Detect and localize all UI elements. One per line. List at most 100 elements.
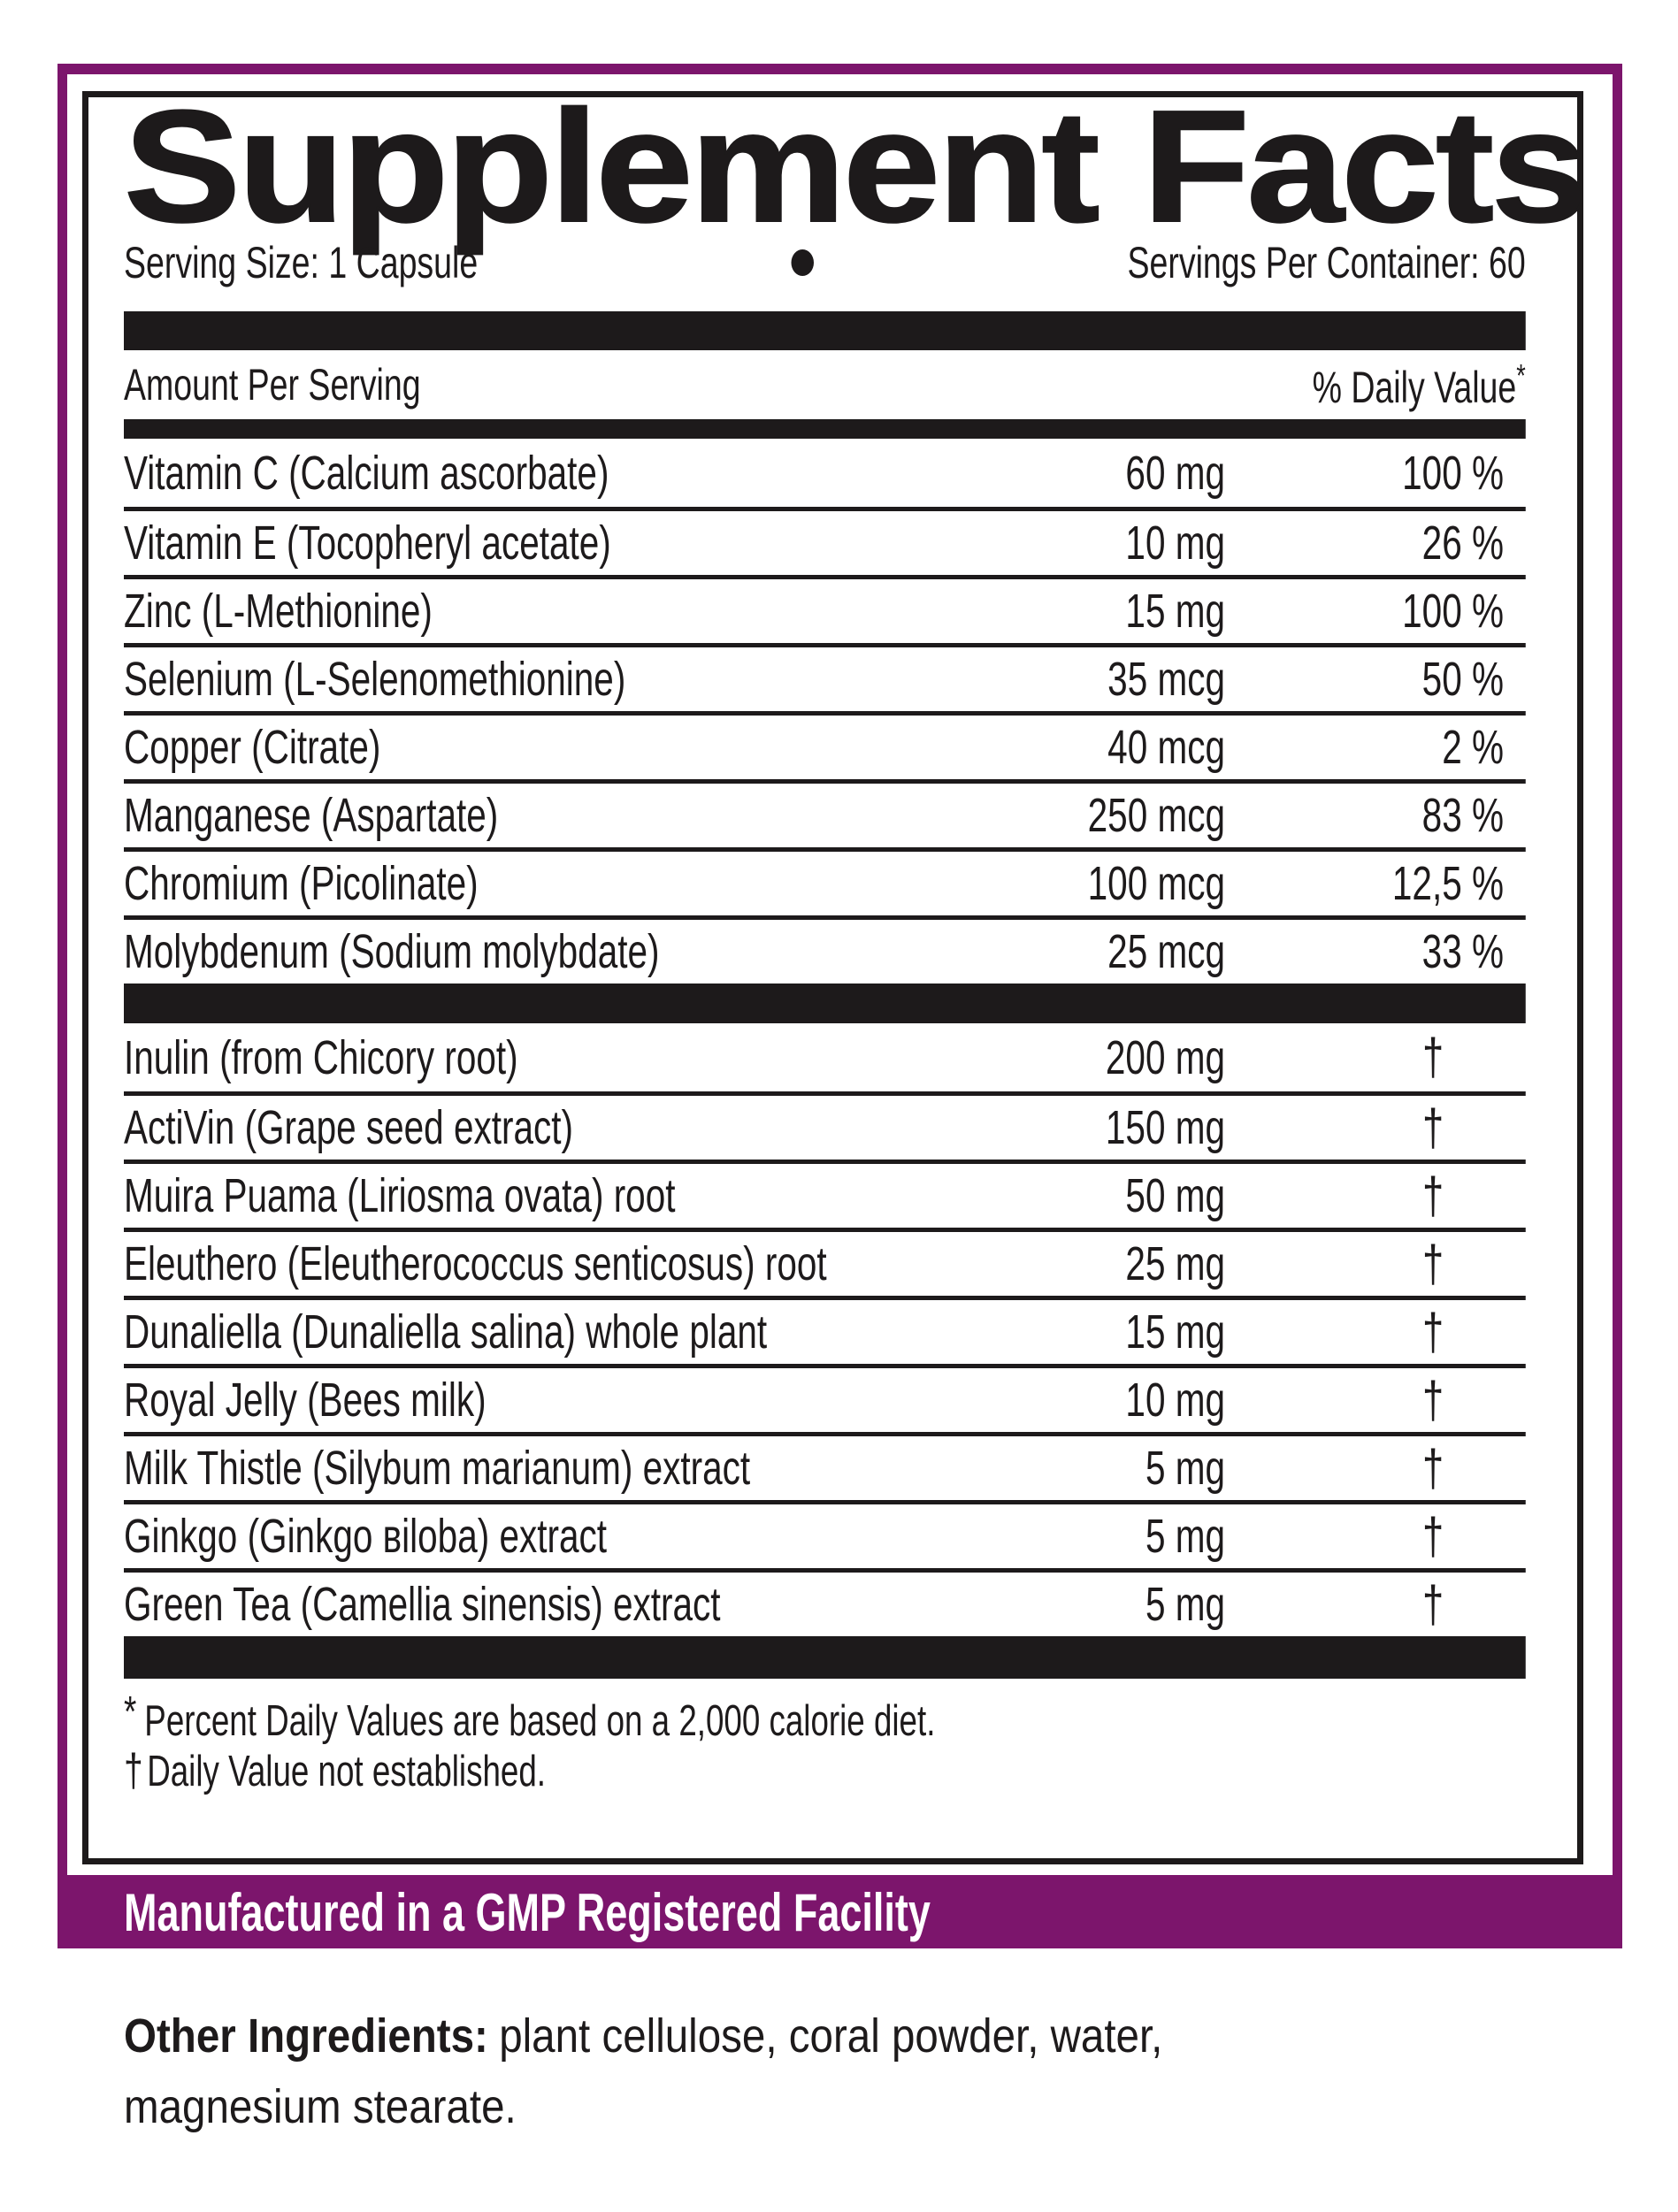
ingredient-daily-value: 33 % (1421, 925, 1504, 978)
ingredient-row: Vitamin C (Calcium ascorbate) 60 mg 100 % (124, 439, 1526, 507)
ingredient-row: Manganese (Aspartate) 250 mcg 83 % (124, 779, 1526, 847)
ingredient-name: Copper (Citrate) (124, 721, 381, 774)
ingredient-name: Milk Thistle (Silybum marianum) extract (124, 1442, 751, 1495)
ingredient-row: Royal Jelly (Bees milk) 10 mg † (124, 1364, 1526, 1432)
ingredient-row: Selenium (L-Selenomethionine) 35 mcg 50 % (124, 643, 1526, 711)
ingredient-name: ActiVin (Grape seed extract) (124, 1101, 573, 1154)
ingredient-daily-value: 83 % (1421, 789, 1504, 842)
facts-content: Supplement Facts Serving Size: 1 Capsule… (123, 87, 1590, 1796)
section-divider-rule (124, 984, 1526, 1023)
other-ingredients: Other Ingredients: plant cellulose, coral… (124, 2001, 1678, 2142)
ingredient-daily-value: 50 % (1421, 653, 1504, 706)
ingredient-amount: 35 mcg (1107, 653, 1225, 706)
ingredient-amount: 40 mcg (1107, 721, 1225, 774)
footnote-daily-values: * Percent Daily Values are based on a 2,0… (124, 1688, 936, 1745)
ingredient-amount: 15 mg (1125, 585, 1225, 638)
frame-border-top (57, 64, 1622, 74)
ingredient-name: Royal Jelly (Bees milk) (124, 1374, 487, 1427)
ingredient-row: Vitamin E (Tocopheryl acetate) 10 mg 26 % (124, 507, 1526, 575)
daily-value-asterisk: * (1516, 356, 1526, 394)
ingredient-daily-value: 26 % (1421, 517, 1504, 570)
footnotes: * Percent Daily Values are based on a 2,0… (124, 1679, 1526, 1796)
ingredient-row: Copper (Citrate) 40 mcg 2 % (124, 711, 1526, 779)
ingredient-name: Dunaliella (Dunaliella salina) whole pla… (124, 1305, 768, 1359)
ingredient-row: ActiVin (Grape seed extract) 150 mg † (124, 1091, 1526, 1160)
thick-rule-bottom (124, 1636, 1526, 1679)
ingredient-name: Muira Puama (Liriosma ovata) root (124, 1169, 676, 1222)
ingredient-amount: 100 mcg (1087, 857, 1225, 910)
ingredient-amount: 5 mg (1145, 1442, 1225, 1495)
ingredient-name: Vitamin E (Tocopheryl acetate) (124, 517, 611, 570)
gmp-banner-text: Manufactured in a GMP Registered Facilit… (124, 1883, 931, 1942)
ingredient-amount: 200 mg (1105, 1030, 1225, 1084)
ingredient-name: Selenium (L-Selenomethionine) (124, 653, 626, 706)
ingredient-name: Ginkgo (Ginkgo вiloba) extract (124, 1510, 607, 1563)
ingredient-amount: 250 mcg (1087, 789, 1225, 842)
ingredient-amount: 10 mg (1125, 1374, 1225, 1427)
ingredient-daily-value: † (1422, 1235, 1444, 1293)
ingredient-daily-value: 12,5 % (1391, 857, 1504, 910)
ingredient-name: Molybdenum (Sodium molybdate) (124, 925, 660, 978)
ingredient-daily-value: 100 % (1402, 585, 1504, 638)
other-ingredients-label: Other Ingredients: (124, 2009, 488, 2063)
serving-row: Serving Size: 1 Capsule Servings Per Con… (124, 238, 1526, 287)
ingredient-name: Green Tea (Camellia sinensis) extract (124, 1578, 721, 1631)
ingredient-row: Molybdenum (Sodium molybdate) 25 mcg 33 % (124, 915, 1526, 984)
facts-box: Supplement Facts Serving Size: 1 Capsule… (82, 87, 1590, 1864)
ingredient-daily-value: † (1422, 1303, 1444, 1361)
ingredient-daily-value: † (1422, 1371, 1444, 1429)
ingredient-name: Vitamin C (Calcium ascorbate) (124, 446, 609, 500)
daily-value-header: % Daily Value* (1312, 356, 1526, 412)
panel-title: Supplement Facts (123, 78, 1590, 256)
footnote-dagger-mark: † (124, 1745, 143, 1796)
ingredient-amount: 5 mg (1145, 1578, 1225, 1631)
ingredient-row: Dunaliella (Dunaliella salina) whole pla… (124, 1296, 1526, 1364)
ingredient-daily-value: 100 % (1402, 446, 1504, 500)
frame-border-right (1613, 64, 1622, 1948)
ingredient-name: Chromium (Picolinate) (124, 857, 479, 910)
ingredient-name: Zinc (L-Methionine) (124, 585, 433, 638)
botanicals-section: Inulin (from Chicory root) 200 mg † ActiVin… (124, 1023, 1526, 1636)
ingredient-daily-value: † (1422, 1029, 1444, 1086)
amount-per-serving-header: Amount Per Serving (124, 360, 421, 409)
serving-size-text: Serving Size: 1 Capsule (124, 238, 479, 287)
ingredient-row: Eleuthero (Eleutherococcus senticosus) r… (124, 1228, 1526, 1296)
ingredient-row: Chromium (Picolinate) 100 mcg 12,5 % (124, 847, 1526, 915)
ingredient-name: Manganese (Aspartate) (124, 789, 499, 842)
gmp-banner: Manufactured in a GMP Registered Facilit… (57, 1875, 1622, 1948)
frame-border-left (57, 64, 67, 1948)
ingredient-row: Zinc (L-Methionine) 15 mg 100 % (124, 575, 1526, 643)
footnote-asterisk: * (124, 1688, 137, 1736)
ingredient-amount: 60 mg (1125, 446, 1225, 500)
ingredient-amount: 5 mg (1145, 1510, 1225, 1563)
ingredient-daily-value: † (1422, 1507, 1444, 1565)
header-rule (124, 419, 1526, 439)
other-ingredients-line2: magnesium stearate. (124, 2080, 517, 2133)
ingredient-amount: 25 mg (1125, 1237, 1225, 1290)
ingredient-row: Muira Puama (Liriosma ovata) root 50 mg † (124, 1160, 1526, 1228)
column-header-row: Amount Per Serving % Daily Value* (124, 350, 1526, 419)
ingredient-daily-value: † (1422, 1167, 1444, 1225)
thick-rule-top (124, 311, 1526, 350)
ingredient-row: Milk Thistle (Silybum marianum) extract 5… (124, 1432, 1526, 1500)
ingredient-amount: 50 mg (1125, 1169, 1225, 1222)
ingredient-name: Inulin (from Chicory root) (124, 1030, 518, 1084)
ingredient-amount: 15 mg (1125, 1305, 1225, 1359)
bullet-separator-icon (791, 249, 815, 276)
minerals-section: Vitamin C (Calcium ascorbate) 60 mg 100 % V… (124, 439, 1526, 984)
ingredient-daily-value: 2 % (1442, 721, 1504, 774)
ingredient-amount: 25 mcg (1107, 925, 1225, 978)
footnote-dagger: †Daily Value not established. (124, 1745, 546, 1796)
ingredient-amount: 150 mg (1105, 1101, 1225, 1154)
ingredient-amount: 10 mg (1125, 517, 1225, 570)
ingredient-row: Ginkgo (Ginkgo вiloba) extract 5 mg † (124, 1500, 1526, 1568)
ingredient-row: Green Tea (Camellia sinensis) extract 5 m… (124, 1568, 1526, 1636)
ingredient-name: Eleuthero (Eleutherococcus senticosus) r… (124, 1237, 827, 1290)
ingredient-daily-value: † (1422, 1439, 1444, 1497)
ingredient-daily-value: † (1422, 1575, 1444, 1634)
servings-per-container-text: Servings Per Container: 60 (1127, 238, 1526, 287)
other-ingredients-line1: Other Ingredients: plant cellulose, coral… (124, 2009, 1163, 2063)
ingredient-daily-value: † (1422, 1098, 1444, 1157)
ingredient-row: Inulin (from Chicory root) 200 mg † (124, 1023, 1526, 1091)
